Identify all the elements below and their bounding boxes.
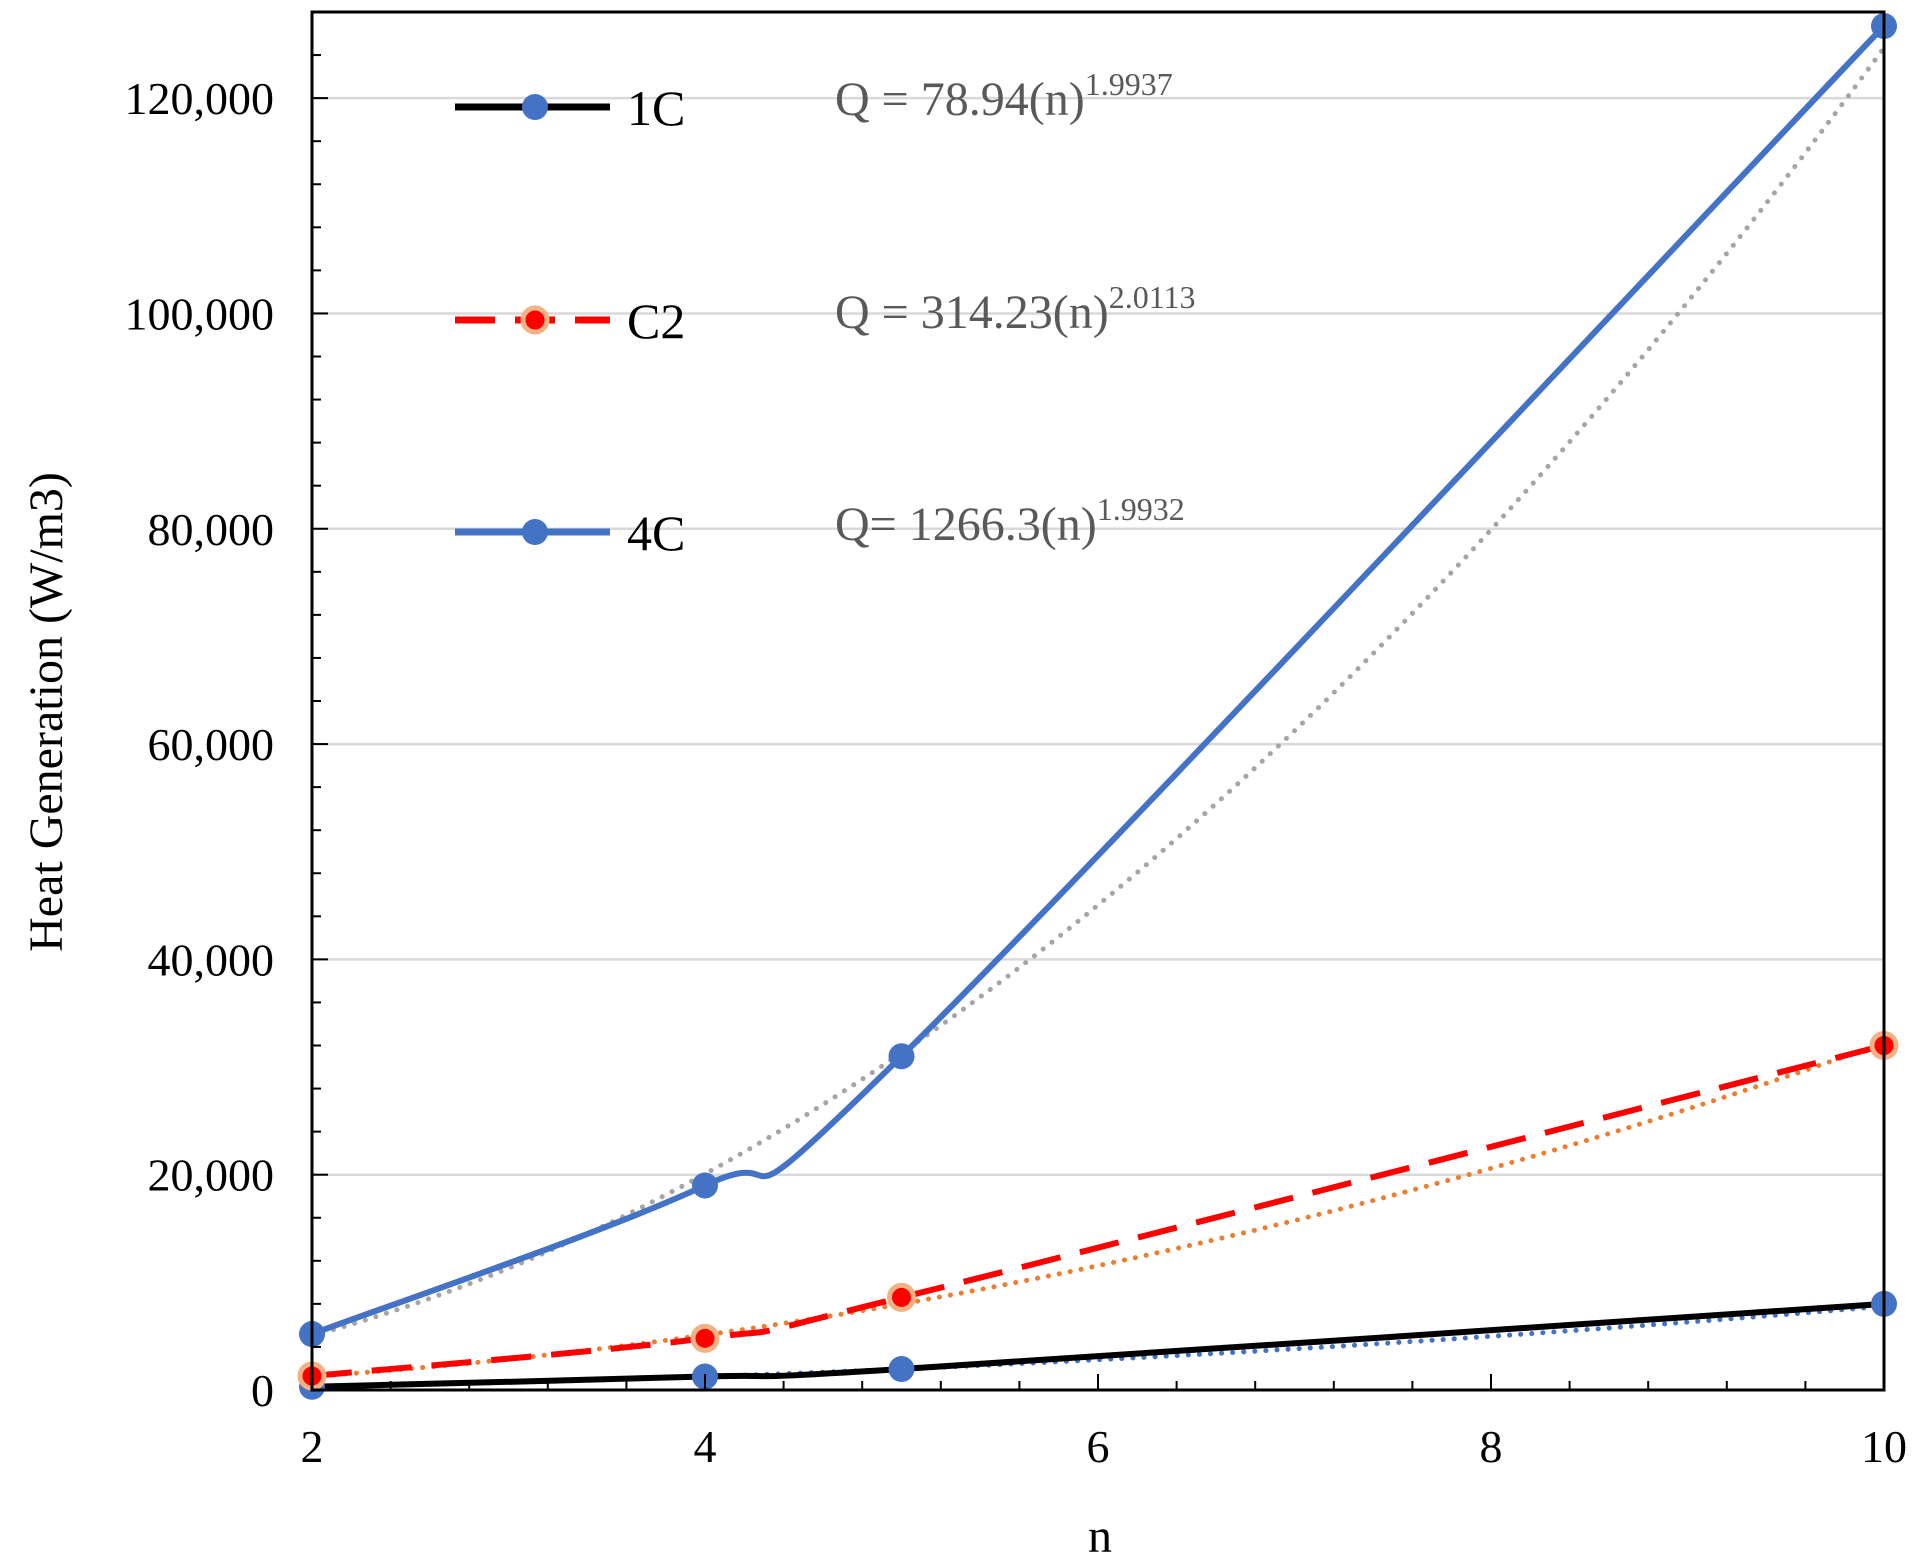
- trendline-4c: [309, 45, 1887, 1339]
- y-tick-label-100000: 100,000: [125, 288, 275, 339]
- y-axis-title: Heat Generation (W/m3): [20, 472, 73, 952]
- trend-equation-1c: Q = 78.94(n)1.9937: [835, 66, 1173, 126]
- legend-marker-1c: [522, 94, 548, 120]
- data-point-c2-n4: [690, 1323, 720, 1353]
- y-tick-label-0: 0: [251, 1365, 274, 1416]
- legend-marker-4c: [522, 519, 548, 545]
- data-point-1c-n5: [888, 1356, 915, 1383]
- y-tick-label-20000: 20,000: [148, 1150, 275, 1201]
- x-tick-label-2: 2: [301, 1421, 324, 1472]
- data-point-c2-n5: [887, 1282, 916, 1312]
- y-tick-label-120000: 120,000: [125, 73, 275, 124]
- trend-equation-c2: Q = 314.23(n)2.0113: [835, 279, 1196, 339]
- x-tick-label-10: 10: [1861, 1421, 1907, 1472]
- series-line-1c: [311, 1300, 1885, 1390]
- trend-equations: Q = 78.94(n)1.9937 Q = 314.23(n)2.0113 Q= …: [835, 66, 1196, 551]
- gridlines: [312, 96, 1884, 1176]
- series-line-4c: [310, 23, 1887, 1337]
- plot-frame: [310, 10, 1886, 1392]
- trendlines: [309, 45, 1887, 1390]
- tick-labels: 0 20,000 40,000 60,000 80,000 100,000 120,000 2…: [125, 73, 1908, 1472]
- trendline-c2: [309, 1040, 1887, 1379]
- series-lines: [310, 23, 1887, 1390]
- legend: 1C C2 4C: [455, 80, 685, 561]
- legend-label-4c: 4C: [627, 505, 685, 561]
- x-tick-label-4: 4: [694, 1421, 717, 1472]
- data-point-4c-n4: [692, 1172, 718, 1199]
- y-tick-label-80000: 80,000: [148, 504, 275, 555]
- legend-marker-c2: [520, 305, 550, 335]
- trendline-1c: [309, 1303, 1887, 1390]
- y-tick-label-60000: 60,000: [148, 719, 275, 770]
- data-point-4c-n5: [888, 1043, 915, 1070]
- series-markers: [297, 12, 1899, 1400]
- trend-equation-4c: Q= 1266.3(n)1.9932: [835, 491, 1185, 551]
- axes: [310, 10, 1886, 1392]
- x-tick-label-6: 6: [1087, 1421, 1110, 1472]
- x-tick-label-8: 8: [1480, 1421, 1503, 1472]
- y-tick-label-40000: 40,000: [148, 934, 275, 985]
- legend-label-1c: 1C: [627, 80, 685, 136]
- series-line-c2: [311, 1042, 1885, 1379]
- legend-label-c2: C2: [627, 293, 685, 349]
- x-axis-title: n: [1088, 1510, 1112, 1563]
